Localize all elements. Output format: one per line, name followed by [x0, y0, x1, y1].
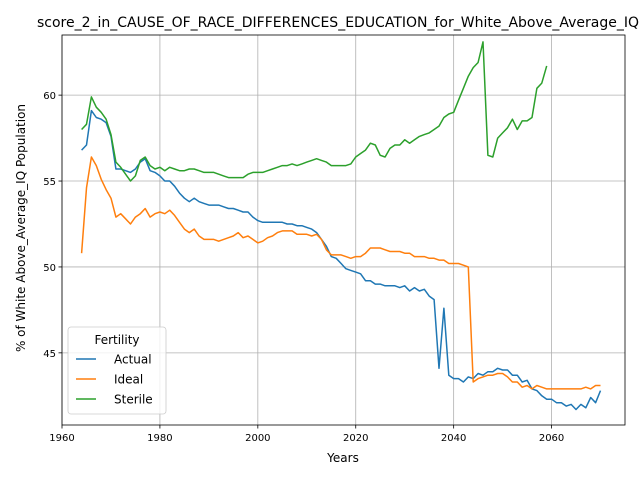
y-tick-label: 45: [43, 349, 56, 360]
y-axis-ticks: 45 50 55 60: [43, 91, 62, 360]
plot-frame: [61, 34, 626, 426]
grid: [61, 35, 625, 425]
x-tick-label: 2040: [441, 433, 466, 444]
legend: Fertility Actual Ideal Sterile: [67, 326, 167, 415]
legend-title: Fertility: [94, 333, 139, 347]
y-tick-label: 50: [43, 263, 56, 274]
x-tick-label: 1980: [147, 433, 172, 444]
y-tick-label: 55: [43, 177, 56, 188]
legend-frame: [67, 326, 167, 415]
series-line-actual: [81, 109, 602, 411]
x-axis-label: Years: [326, 451, 359, 465]
legend-label-ideal: Ideal: [114, 373, 143, 387]
y-axis-label: % of White Above_Average_IQ Population: [14, 104, 28, 352]
series-line-sterile: [81, 41, 548, 182]
x-tick-label: 2020: [343, 433, 368, 444]
series-line-ideal: [80, 156, 601, 390]
x-tick-label: 2000: [245, 433, 270, 444]
legend-label-actual: Actual: [114, 353, 152, 367]
x-tick-label: 2060: [539, 433, 564, 444]
x-axis-ticks: 1960 1980 2000 2020 2040 2060: [49, 425, 564, 444]
chart-title: score_2_in_CAUSE_OF_RACE_DIFFERENCES_EDU…: [37, 15, 639, 31]
x-tick-label: 1960: [49, 433, 74, 444]
series-lines: [80, 41, 602, 411]
legend-label-sterile: Sterile: [114, 393, 153, 407]
legend-items: Actual Ideal Sterile: [76, 353, 153, 407]
y-tick-label: 60: [43, 91, 56, 102]
